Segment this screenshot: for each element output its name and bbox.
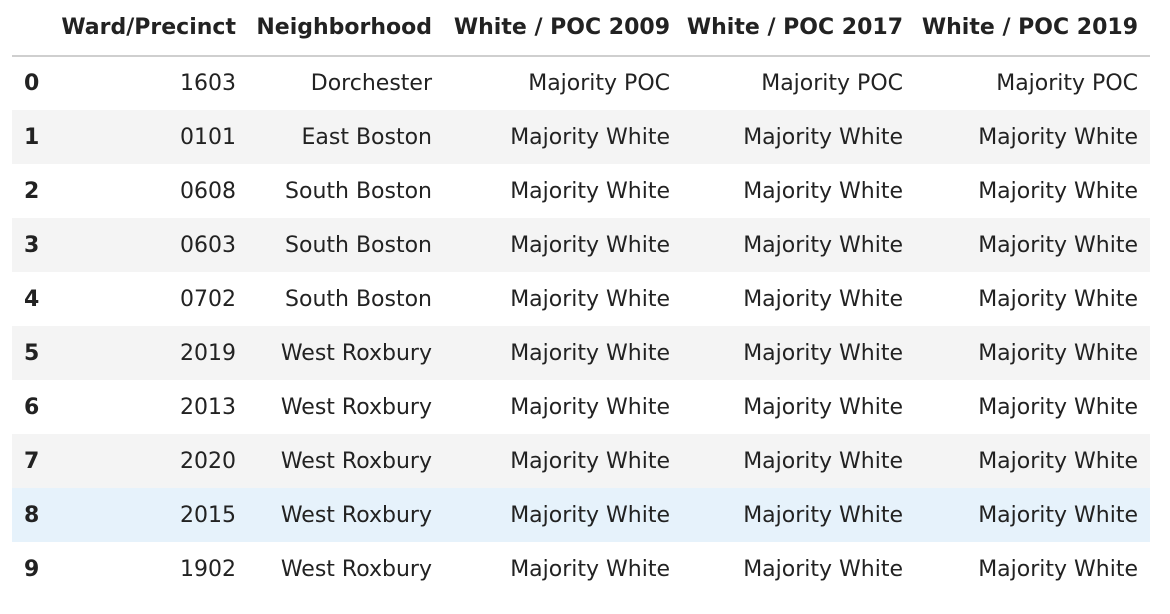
neighborhood-cell: West Roxbury bbox=[280, 502, 432, 528]
row-index: 5 bbox=[24, 340, 40, 366]
table-header: Ward/Precinct Neighborhood White / POC 2… bbox=[12, 0, 1150, 57]
dataframe-output: Ward/Precinct Neighborhood White / POC 2… bbox=[12, 0, 1150, 596]
ward-precinct-cell: 0101 bbox=[180, 124, 236, 150]
poc-2009-cell: Majority White bbox=[510, 556, 670, 582]
ward-precinct-cell: 1603 bbox=[180, 71, 236, 96]
poc-2019-cell: Majority White bbox=[978, 178, 1138, 204]
ward-precinct-cell: 0608 bbox=[180, 178, 236, 204]
poc-2019-cell: Majority White bbox=[978, 394, 1138, 420]
poc-2017-cell: Majority White bbox=[743, 340, 903, 366]
table-row: 1 0101 East Boston Majority White Majori… bbox=[12, 110, 1150, 164]
poc-2017-cell: Majority White bbox=[743, 556, 903, 582]
header-row: Ward/Precinct Neighborhood White / POC 2… bbox=[12, 0, 1150, 57]
ward-precinct-cell: 0603 bbox=[180, 232, 236, 258]
poc-2017-cell: Majority POC bbox=[761, 71, 903, 96]
table-row: 3 0603 South Boston Majority White Major… bbox=[12, 218, 1150, 272]
poc-2019-cell: Majority White bbox=[978, 286, 1138, 312]
poc-2019-cell: Majority POC bbox=[996, 71, 1138, 96]
poc-2019-cell: Majority White bbox=[978, 448, 1138, 474]
ward-precinct-cell: 2019 bbox=[180, 340, 236, 366]
poc-2009-cell: Majority POC bbox=[528, 71, 670, 96]
row-index: 0 bbox=[24, 71, 40, 96]
column-header-neighborhood: Neighborhood bbox=[248, 0, 444, 57]
neighborhood-cell: Dorchester bbox=[310, 71, 432, 96]
table-row: 9 1902 West Roxbury Majority White Major… bbox=[12, 542, 1150, 596]
row-index: 3 bbox=[24, 232, 40, 258]
poc-2017-cell: Majority White bbox=[743, 394, 903, 420]
poc-2017-cell: Majority White bbox=[743, 286, 903, 312]
row-index: 1 bbox=[24, 124, 40, 150]
poc-2009-cell: Majority White bbox=[510, 448, 670, 474]
neighborhood-cell: West Roxbury bbox=[280, 394, 432, 420]
poc-2009-cell: Majority White bbox=[510, 340, 670, 366]
poc-2017-cell: Majority White bbox=[743, 502, 903, 528]
ward-precinct-cell: 0702 bbox=[180, 286, 236, 312]
column-header-white-poc-2009: White / POC 2009 bbox=[444, 0, 682, 57]
poc-2009-cell: Majority White bbox=[510, 124, 670, 150]
table-body: 0 1603 Dorchester Majority POC Majority … bbox=[12, 56, 1150, 596]
ward-precinct-cell: 2013 bbox=[180, 394, 236, 420]
table-row: 6 2013 West Roxbury Majority White Major… bbox=[12, 380, 1150, 434]
poc-2009-cell: Majority White bbox=[510, 394, 670, 420]
poc-2019-cell: Majority White bbox=[978, 124, 1138, 150]
poc-2009-cell: Majority White bbox=[510, 286, 670, 312]
column-header-white-poc-2017: White / POC 2017 bbox=[682, 0, 915, 57]
row-index: 2 bbox=[24, 178, 40, 204]
poc-2009-cell: Majority White bbox=[510, 502, 670, 528]
row-index: 9 bbox=[24, 556, 40, 582]
column-header-ward-precinct: Ward/Precinct bbox=[56, 0, 248, 57]
neighborhood-cell: South Boston bbox=[285, 232, 432, 258]
ward-precinct-cell: 2020 bbox=[180, 448, 236, 474]
neighborhood-cell: South Boston bbox=[285, 286, 432, 312]
table-row: 4 0702 South Boston Majority White Major… bbox=[12, 272, 1150, 326]
poc-2019-cell: Majority White bbox=[978, 502, 1138, 528]
poc-2019-cell: Majority White bbox=[978, 556, 1138, 582]
table-row-hovered: 8 2015 West Roxbury Majority White Major… bbox=[12, 488, 1150, 542]
poc-2009-cell: Majority White bbox=[510, 178, 670, 204]
poc-2019-cell: Majority White bbox=[978, 232, 1138, 258]
neighborhood-cell: West Roxbury bbox=[280, 448, 432, 474]
row-index: 4 bbox=[24, 286, 40, 312]
ward-precinct-cell: 2015 bbox=[180, 502, 236, 528]
table-row: 7 2020 West Roxbury Majority White Major… bbox=[12, 434, 1150, 488]
dataframe-table: Ward/Precinct Neighborhood White / POC 2… bbox=[12, 0, 1150, 596]
neighborhood-cell: West Roxbury bbox=[280, 556, 432, 582]
poc-2017-cell: Majority White bbox=[743, 232, 903, 258]
poc-2017-cell: Majority White bbox=[743, 448, 903, 474]
poc-2019-cell: Majority White bbox=[978, 340, 1138, 366]
table-row: 0 1603 Dorchester Majority POC Majority … bbox=[12, 56, 1150, 110]
table-row: 2 0608 South Boston Majority White Major… bbox=[12, 164, 1150, 218]
neighborhood-cell: East Boston bbox=[301, 124, 432, 150]
row-index: 6 bbox=[24, 394, 40, 420]
neighborhood-cell: West Roxbury bbox=[280, 340, 432, 366]
column-header-white-poc-2019: White / POC 2019 bbox=[915, 0, 1150, 57]
poc-2017-cell: Majority White bbox=[743, 124, 903, 150]
table-row: 5 2019 West Roxbury Majority White Major… bbox=[12, 326, 1150, 380]
index-header bbox=[12, 0, 56, 57]
row-index: 8 bbox=[24, 502, 40, 528]
row-index: 7 bbox=[24, 448, 40, 474]
ward-precinct-cell: 1902 bbox=[180, 556, 236, 582]
poc-2017-cell: Majority White bbox=[743, 178, 903, 204]
poc-2009-cell: Majority White bbox=[510, 232, 670, 258]
neighborhood-cell: South Boston bbox=[285, 178, 432, 204]
